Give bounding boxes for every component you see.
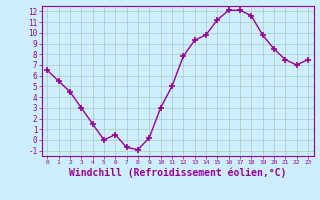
- X-axis label: Windchill (Refroidissement éolien,°C): Windchill (Refroidissement éolien,°C): [69, 168, 286, 178]
